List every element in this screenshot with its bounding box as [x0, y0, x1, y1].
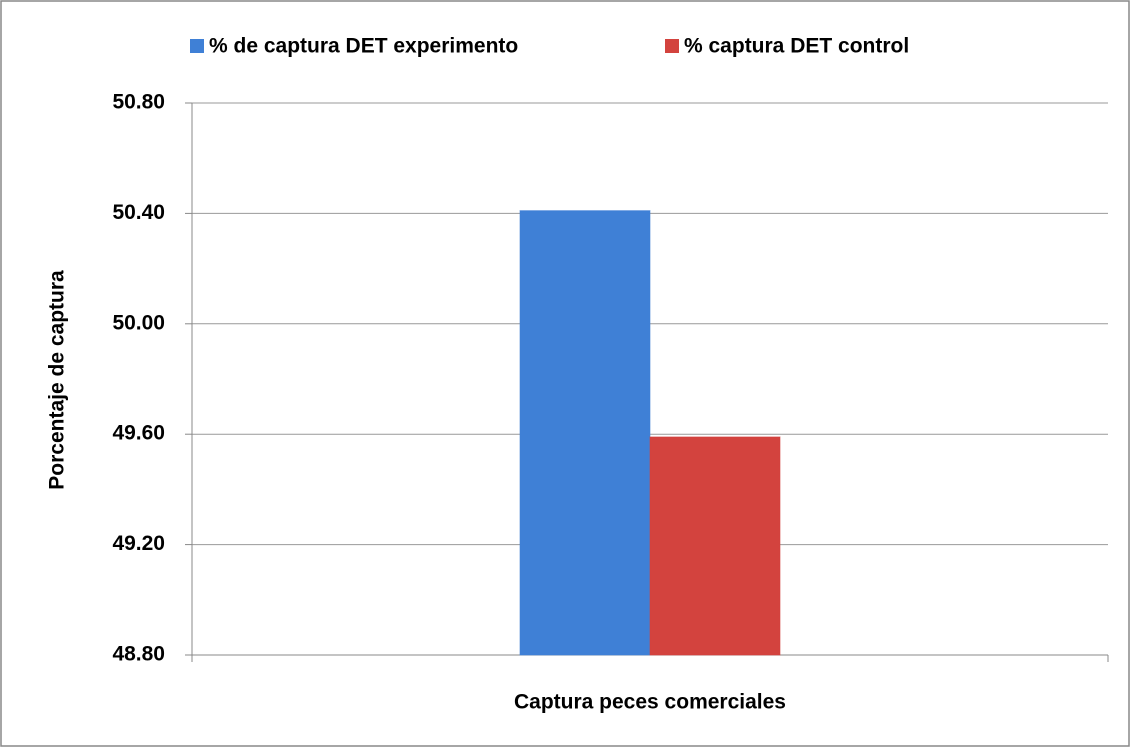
- y-tick-label: 50.00: [112, 311, 165, 334]
- legend-swatch: [190, 39, 204, 53]
- y-tick-label: 49.20: [112, 532, 165, 555]
- legend-swatch: [665, 39, 679, 53]
- y-tick-label: 48.80: [112, 643, 165, 666]
- bar: [519, 210, 651, 656]
- y-axis-title: Porcentaje de captura: [46, 270, 69, 490]
- y-tick-label: 50.80: [112, 91, 165, 114]
- y-tick-label: 50.40: [112, 201, 165, 224]
- legend-label: % de captura DET experimento: [209, 35, 518, 58]
- legend-label: % captura DET control: [684, 35, 909, 58]
- bar: [649, 436, 781, 656]
- x-tick-label: Captura peces comerciales: [514, 691, 786, 714]
- y-tick-label: 49.60: [112, 422, 165, 445]
